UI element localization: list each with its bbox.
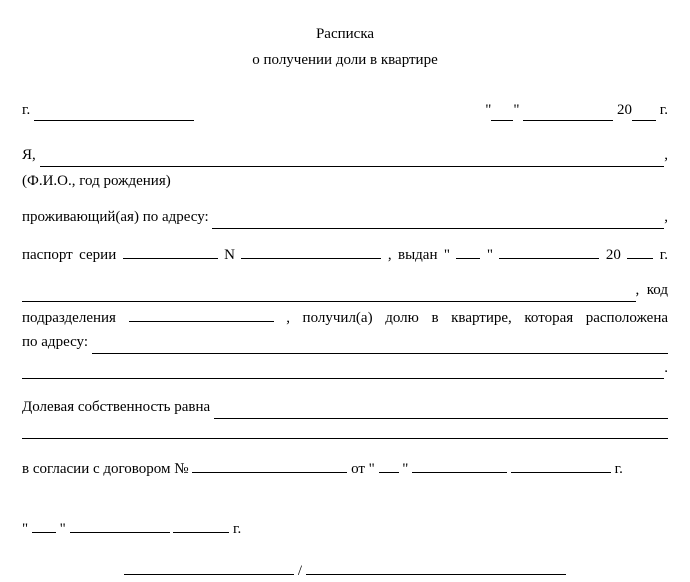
- month-blank: [523, 105, 613, 121]
- subdivision-row: подразделения , получил(а) долю в кварти…: [22, 306, 668, 330]
- city-prefix: г.: [22, 100, 30, 122]
- apt-address-row-2: .: [22, 358, 668, 380]
- agreement-label: в согласии с договором №: [22, 461, 189, 477]
- bd-month-blank: [70, 517, 170, 533]
- agreement-no-blank: [192, 457, 347, 473]
- bd-q2: ": [60, 521, 66, 537]
- slash: /: [298, 563, 302, 579]
- issued-year-blank: [627, 243, 653, 259]
- issued-g: г.: [660, 247, 668, 263]
- g: г.: [660, 100, 668, 122]
- passport-issued: , выдан ": [388, 247, 450, 263]
- issued-month-blank: [499, 243, 599, 259]
- passport-label: паспорт серии: [22, 247, 116, 263]
- bd-day-blank: [32, 517, 56, 533]
- apt-address-dot: .: [664, 358, 668, 380]
- fio-note: (Ф.И.О., год рождения): [22, 171, 668, 193]
- po-addr: по адресу:: [22, 332, 88, 354]
- name-comma: ,: [664, 145, 668, 167]
- apt-address-blank: [92, 338, 668, 354]
- passport-row: паспорт серии N , выдан " " 20 г.: [22, 243, 668, 267]
- year-blank: [632, 105, 656, 121]
- issued-by-blank: [22, 286, 636, 302]
- city-blank: [34, 105, 194, 121]
- sign-blank-1: [124, 559, 294, 575]
- living-address-row: проживающий(ая) по адресу: ,: [22, 207, 668, 229]
- name-row: Я, ,: [22, 145, 668, 167]
- subdivision-blank: [129, 306, 274, 322]
- title-line-2: о получении доли в квартире: [22, 50, 668, 72]
- issued-day-blank: [456, 243, 480, 259]
- bottom-date-row: " " г.: [22, 517, 668, 541]
- share-blank: [214, 403, 668, 419]
- living-address-comma: ,: [664, 207, 668, 229]
- city-date-row: г. " " 20 г.: [22, 100, 668, 122]
- passport-series-blank: [123, 243, 218, 259]
- issued-q: ": [487, 247, 493, 263]
- signature-row: /: [22, 559, 668, 582]
- bd-q1: ": [22, 521, 28, 537]
- ot: от ": [351, 461, 375, 477]
- ya: Я,: [22, 145, 36, 167]
- apt-address-blank-2: [22, 363, 664, 379]
- passport-n: N: [224, 247, 235, 263]
- received: , получил(а) долю в квартире, которая ра…: [286, 310, 668, 326]
- share-row: Долевая собственность равна: [22, 397, 668, 419]
- kod: код: [647, 280, 668, 302]
- share-blank-2: [22, 423, 668, 439]
- day-blank: [491, 105, 513, 121]
- issued-y20: 20: [606, 247, 621, 263]
- bd-g: г.: [233, 521, 241, 537]
- gap: [22, 505, 668, 517]
- document-page: Расписка о получении доли в квартире г. …: [0, 0, 690, 562]
- ag-year-blank: [511, 457, 611, 473]
- ag-day-blank: [379, 457, 399, 473]
- share-label: Долевая собственность равна: [22, 397, 210, 419]
- issued-by-row: , код: [22, 280, 668, 302]
- sign-blank-2: [306, 559, 566, 575]
- ag-q: ": [402, 461, 408, 477]
- y20: 20: [617, 100, 632, 122]
- apt-address-row: по адресу:: [22, 332, 668, 354]
- ag-month-blank: [412, 457, 507, 473]
- bd-year-blank: [173, 517, 229, 533]
- living-address-blank: [212, 213, 664, 229]
- living-address-label: проживающий(ая) по адресу:: [22, 207, 209, 229]
- agreement-row: в согласии с договором № от " " г.: [22, 457, 668, 481]
- ag-g: г.: [615, 461, 623, 477]
- share-row-2: [22, 423, 668, 439]
- podrazd: подразделения: [22, 310, 116, 326]
- title-line-1: Расписка: [22, 24, 668, 46]
- name-blank: [40, 151, 665, 167]
- passport-number-blank: [241, 243, 381, 259]
